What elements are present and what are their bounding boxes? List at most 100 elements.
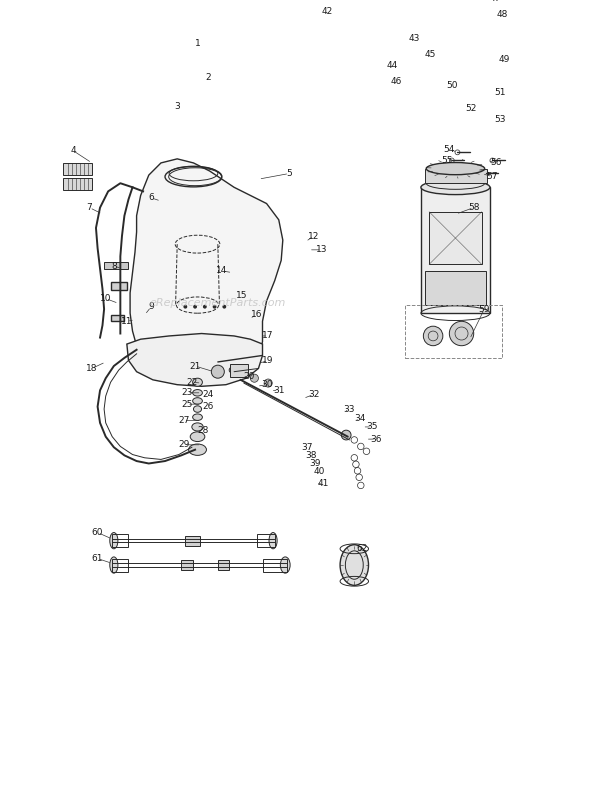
Ellipse shape xyxy=(193,398,202,404)
Text: 60: 60 xyxy=(92,528,103,537)
Text: 44: 44 xyxy=(387,61,398,70)
Bar xyxy=(453,9,498,53)
Text: 57: 57 xyxy=(487,172,498,181)
Text: 46: 46 xyxy=(391,77,402,86)
Ellipse shape xyxy=(193,379,202,387)
Text: 2: 2 xyxy=(205,73,211,82)
Text: 55: 55 xyxy=(441,156,453,165)
Text: 40: 40 xyxy=(314,467,325,476)
Text: 39: 39 xyxy=(310,459,321,468)
Bar xyxy=(181,560,193,570)
Circle shape xyxy=(194,306,196,308)
Ellipse shape xyxy=(170,96,217,104)
Text: 35: 35 xyxy=(366,423,378,431)
Bar xyxy=(110,315,123,322)
Circle shape xyxy=(250,374,258,383)
Text: 51: 51 xyxy=(495,87,506,97)
Text: eReplacementParts.com: eReplacementParts.com xyxy=(150,298,286,309)
Circle shape xyxy=(223,306,225,308)
Text: 8: 8 xyxy=(111,261,117,270)
Text: 29: 29 xyxy=(178,440,189,449)
Polygon shape xyxy=(130,159,283,379)
Text: 24: 24 xyxy=(202,390,214,399)
Bar xyxy=(466,110,483,127)
Bar xyxy=(429,212,482,265)
Text: 15: 15 xyxy=(237,291,248,300)
Bar xyxy=(112,534,129,547)
Text: 11: 11 xyxy=(121,317,133,326)
Ellipse shape xyxy=(190,431,205,442)
Ellipse shape xyxy=(269,533,277,549)
Bar xyxy=(218,560,229,570)
Polygon shape xyxy=(127,334,263,387)
Circle shape xyxy=(264,379,272,387)
Text: 30: 30 xyxy=(261,380,273,389)
Bar xyxy=(230,363,248,377)
Circle shape xyxy=(184,306,186,308)
Text: 21: 21 xyxy=(189,362,201,371)
Text: 58: 58 xyxy=(468,203,480,212)
Text: 36: 36 xyxy=(371,435,382,444)
Text: 9: 9 xyxy=(148,302,154,311)
Text: 4: 4 xyxy=(70,146,76,156)
Ellipse shape xyxy=(194,406,202,412)
Text: 62: 62 xyxy=(357,545,368,553)
Text: 22: 22 xyxy=(186,378,198,387)
Ellipse shape xyxy=(229,365,247,375)
Ellipse shape xyxy=(426,163,484,175)
Ellipse shape xyxy=(110,533,118,549)
Circle shape xyxy=(470,111,480,121)
Circle shape xyxy=(392,51,398,58)
Ellipse shape xyxy=(193,414,202,420)
Text: 54: 54 xyxy=(444,144,455,154)
Bar xyxy=(425,271,486,305)
Circle shape xyxy=(166,49,220,103)
Circle shape xyxy=(204,306,206,308)
Text: 13: 13 xyxy=(316,245,327,254)
Text: 28: 28 xyxy=(198,427,209,435)
Text: 12: 12 xyxy=(308,232,319,241)
Text: 1: 1 xyxy=(195,39,201,48)
Circle shape xyxy=(392,63,398,69)
Text: 61: 61 xyxy=(92,554,103,563)
Ellipse shape xyxy=(193,390,202,396)
Bar xyxy=(104,262,129,269)
Ellipse shape xyxy=(110,557,118,573)
Text: 23: 23 xyxy=(181,388,193,397)
Text: 45: 45 xyxy=(425,51,437,59)
Text: 37: 37 xyxy=(301,443,313,452)
Circle shape xyxy=(341,430,351,440)
Text: 56: 56 xyxy=(490,159,502,168)
Circle shape xyxy=(450,322,474,346)
Ellipse shape xyxy=(340,545,369,585)
Text: 26: 26 xyxy=(202,402,214,411)
Text: 49: 49 xyxy=(498,55,509,64)
Bar xyxy=(112,558,129,572)
Text: 32: 32 xyxy=(308,390,319,399)
Circle shape xyxy=(424,326,443,346)
Bar xyxy=(425,168,487,183)
Bar xyxy=(263,558,287,572)
Text: 38: 38 xyxy=(306,451,317,460)
Text: 42: 42 xyxy=(322,6,333,15)
Bar xyxy=(257,534,275,547)
Text: 20: 20 xyxy=(243,372,254,381)
Bar xyxy=(110,282,127,290)
Circle shape xyxy=(214,306,216,308)
Text: 7: 7 xyxy=(87,203,93,212)
Bar xyxy=(421,188,490,314)
Bar xyxy=(405,305,502,358)
Ellipse shape xyxy=(189,444,206,456)
Text: 17: 17 xyxy=(263,331,274,340)
Circle shape xyxy=(387,75,394,81)
Text: 52: 52 xyxy=(466,104,477,113)
Bar xyxy=(64,177,92,190)
Text: 5: 5 xyxy=(286,169,292,178)
Ellipse shape xyxy=(421,180,490,195)
Circle shape xyxy=(211,365,224,379)
Circle shape xyxy=(465,79,474,89)
Text: 6: 6 xyxy=(148,193,154,202)
Text: 14: 14 xyxy=(216,266,228,275)
Text: 31: 31 xyxy=(273,386,284,395)
Text: 16: 16 xyxy=(251,310,263,319)
